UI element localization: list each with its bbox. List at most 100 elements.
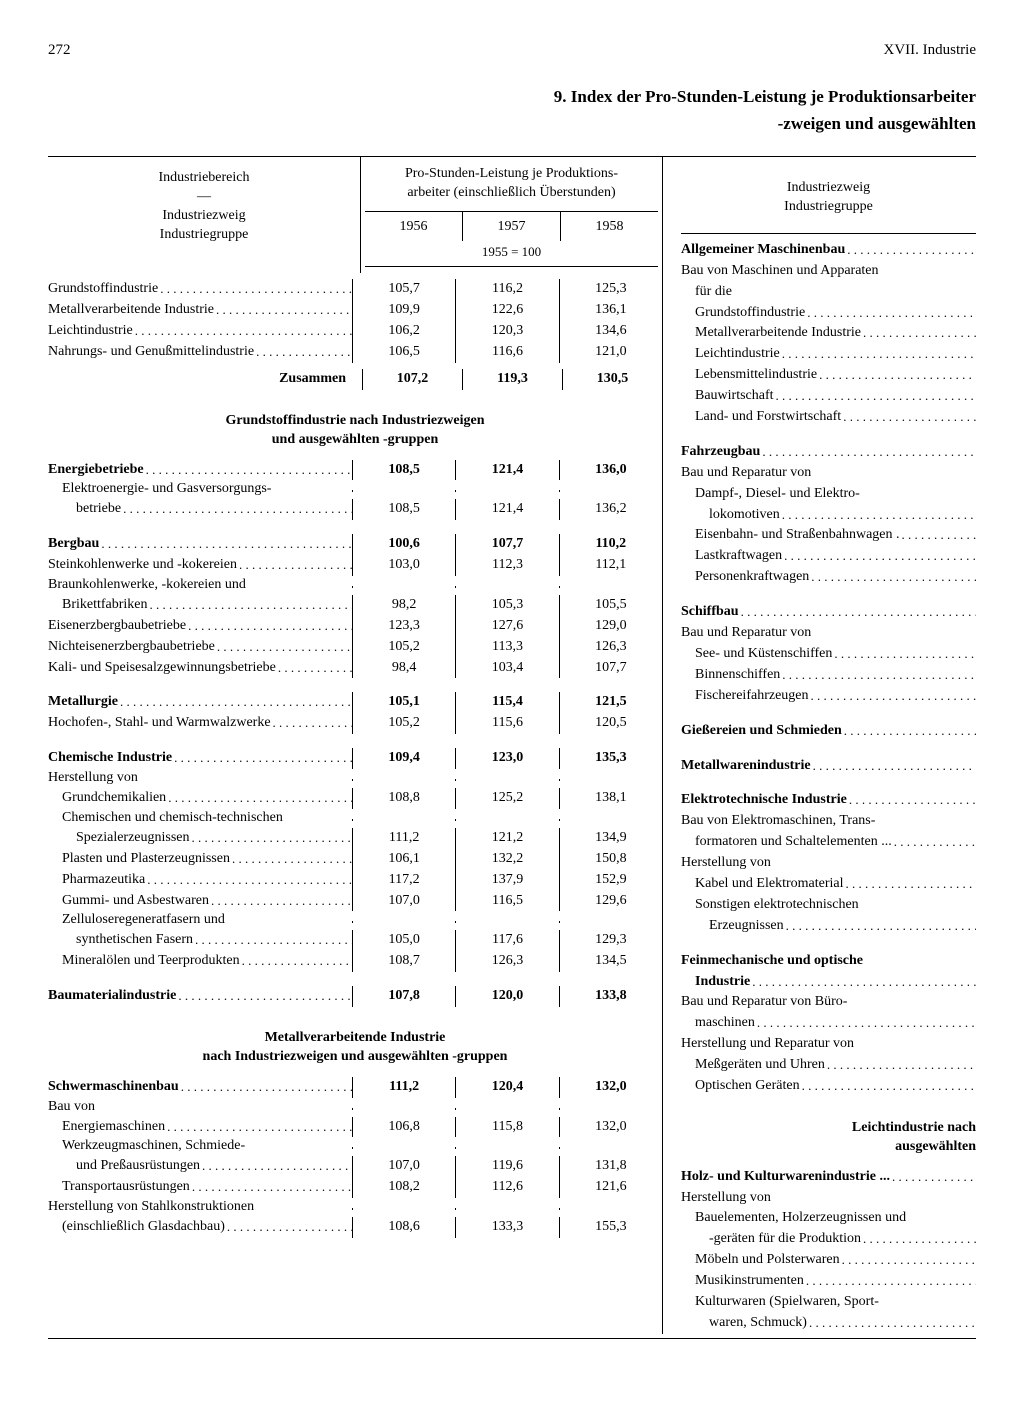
cell: 112,1 xyxy=(559,555,662,576)
table-row: Chemische Industrie109,4123,0135,3 xyxy=(48,748,662,769)
cell xyxy=(353,1147,455,1149)
zusammen-1958: 130,5 xyxy=(562,369,662,390)
row-label: Personenkraftwagen xyxy=(681,568,811,587)
row-label: Grundstoffindustrie xyxy=(48,280,160,299)
list-item: formatoren und Schaltelementen ... xyxy=(681,832,976,853)
list-item: Lebensmittelindustrie xyxy=(681,365,976,386)
main-title: 9. Index der Pro-Stunden-Leistung je Pro… xyxy=(48,86,976,109)
cell: 105,0 xyxy=(353,930,455,951)
cell: 103,0 xyxy=(353,555,455,576)
cell: 152,9 xyxy=(559,870,662,891)
cell xyxy=(353,1208,455,1210)
row-label: See- und Küstenschiffen xyxy=(681,645,834,664)
cell: 106,1 xyxy=(353,849,455,870)
cell: 98,4 xyxy=(353,658,455,679)
list-item: Musikinstrumenten xyxy=(681,1271,976,1292)
cell xyxy=(559,779,662,781)
list-item: Herstellung und Reparatur von xyxy=(681,1034,976,1055)
row-label: Eisenerzbergbaubetriebe xyxy=(48,617,188,636)
list-item: Dampf-, Diesel- und Elektro- xyxy=(681,484,976,505)
list-item: Möbeln und Polsterwaren xyxy=(681,1250,976,1271)
table-row: Mineralölen und Teerprodukten108,7126,31… xyxy=(48,951,662,972)
cell: 129,6 xyxy=(559,891,662,912)
cell: 133,8 xyxy=(559,986,662,1007)
cell: 106,8 xyxy=(353,1117,455,1138)
list-item: Meßgeräten und Uhren xyxy=(681,1055,976,1076)
base-year: 1955 = 100 xyxy=(365,241,658,268)
list-item: Metallverarbeitende Industrie xyxy=(681,323,976,344)
cell: 108,5 xyxy=(353,499,455,520)
cell: 105,2 xyxy=(353,713,455,734)
row-label: Gießereien und Schmieden xyxy=(681,722,844,741)
cell: 150,8 xyxy=(559,849,662,870)
left-column: Industriebereich — Industriezweig Indust… xyxy=(48,157,662,1334)
cell: 125,2 xyxy=(455,788,558,809)
cell: 108,8 xyxy=(353,788,455,809)
cell: 111,2 xyxy=(353,828,455,849)
cell: 107,7 xyxy=(455,534,558,555)
cell: 135,3 xyxy=(559,748,662,769)
row-label: Werkzeugmaschinen, Schmiede- xyxy=(48,1137,247,1156)
row-label: Musikinstrumenten xyxy=(681,1272,806,1291)
list-item: Herstellung von xyxy=(681,853,976,874)
cell: 106,2 xyxy=(353,321,455,342)
table-row: Werkzeugmaschinen, Schmiede- xyxy=(48,1137,662,1156)
cell: 117,6 xyxy=(455,930,558,951)
row-label: Bau von Elektromaschinen, Trans- xyxy=(681,812,877,831)
table-row: Plasten und Plasterzeugnissen106,1132,21… xyxy=(48,849,662,870)
zusammen-1956: 107,2 xyxy=(363,369,462,390)
cell xyxy=(353,586,455,588)
cell: 121,5 xyxy=(559,692,662,713)
row-label: und Preßausrüstungen xyxy=(48,1157,202,1176)
row-label: Kali- und Speisesalzgewinnungsbetriebe xyxy=(48,659,278,678)
lh-line3: Industriezweig xyxy=(54,207,354,226)
row-label: Binnenschiffen xyxy=(681,666,782,685)
cell: 110,2 xyxy=(559,534,662,555)
list-item: Elektrotechnische Industrie xyxy=(681,790,976,811)
cell: 106,5 xyxy=(353,342,455,363)
sec1-rows: Energiebetriebe108,5121,4136,0Elektroene… xyxy=(48,460,662,1007)
cell xyxy=(455,819,558,821)
cell xyxy=(353,921,455,923)
cell: 125,3 xyxy=(559,279,662,300)
row-label: Herstellung von xyxy=(681,854,773,873)
cell: 120,0 xyxy=(455,986,558,1007)
row-label: Land- und Forstwirtschaft xyxy=(681,408,843,427)
rh-line2: Industriegruppe xyxy=(685,198,972,217)
cell: 105,1 xyxy=(353,692,455,713)
table-row: Nahrungs- und Genußmittelindustrie106,51… xyxy=(48,342,662,363)
table-row: Zelluloseregeneratfasern und xyxy=(48,911,662,930)
list-item: Bauelementen, Holzerzeugnissen und xyxy=(681,1208,976,1229)
table-row: betriebe108,5121,4136,2 xyxy=(48,499,662,520)
page-header: 272 XVII. Industrie xyxy=(48,40,976,60)
cell: 108,6 xyxy=(353,1217,455,1238)
cell: 121,6 xyxy=(559,1177,662,1198)
table-row: Grundstoffindustrie105,7116,2125,3 xyxy=(48,279,662,300)
cell: 155,3 xyxy=(559,1217,662,1238)
right-column: Industriezweig Industriegruppe Allgemein… xyxy=(663,157,976,1334)
cell: 107,7 xyxy=(559,658,662,679)
table-row: Hochofen-, Stahl- und Warmwalzwerke105,2… xyxy=(48,713,662,734)
cell: 113,3 xyxy=(455,637,558,658)
row-label: Energiemaschinen xyxy=(48,1118,167,1137)
bottom-rule xyxy=(48,1338,976,1339)
table-row: (einschließlich Glasdachbau)108,6133,315… xyxy=(48,1217,662,1238)
row-label: Steinkohlenwerke und -kokereien xyxy=(48,556,239,575)
cell xyxy=(455,1208,558,1210)
row-label: Bau und Reparatur von Büro- xyxy=(681,993,849,1012)
list-item: Feinmechanische und optische xyxy=(681,951,976,972)
cell xyxy=(353,779,455,781)
cell: 132,0 xyxy=(559,1077,662,1098)
row-label: Bergbau xyxy=(48,535,101,554)
list-item: Bau und Reparatur von xyxy=(681,623,976,644)
right-sec2-title: Leichtindustrie nach ausgewählten xyxy=(681,1119,976,1157)
row-label: Grundstoffindustrie xyxy=(681,304,807,323)
row-label: Mineralölen und Teerprodukten xyxy=(48,952,242,971)
table-row: Energiemaschinen106,8115,8132,0 xyxy=(48,1117,662,1138)
table-row: Schwermaschinenbau111,2120,4132,0 xyxy=(48,1077,662,1098)
row-label: Eisenbahn- und Straßenbahnwagen . xyxy=(681,526,902,545)
table-row: Chemischen und chemisch-technischen xyxy=(48,809,662,828)
row-label: Transportausrüstungen xyxy=(48,1178,192,1197)
cell: 115,8 xyxy=(455,1117,558,1138)
row-label: Elektroenergie- und Gasversorgungs- xyxy=(48,480,273,499)
